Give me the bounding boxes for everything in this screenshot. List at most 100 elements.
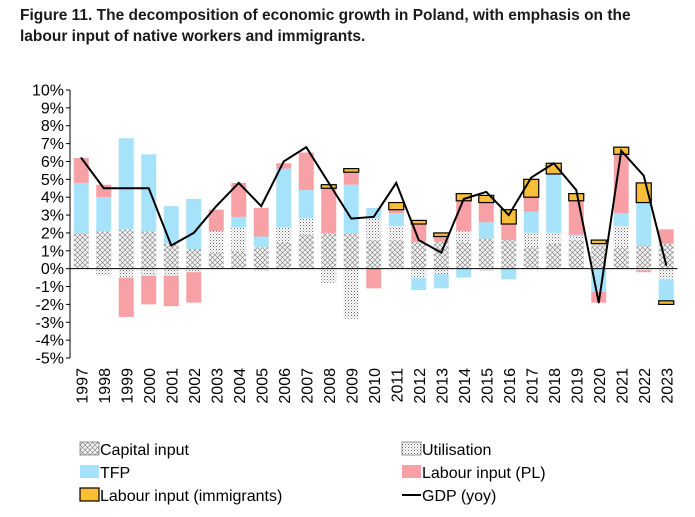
gdp-point-2003 — [215, 205, 218, 207]
bar-capital-input-2000 — [141, 231, 157, 269]
y-tick-label: -4% — [36, 333, 64, 350]
bar-capital-input-1997 — [73, 232, 89, 269]
gdp-point-2014 — [462, 198, 465, 200]
bar-tfp-2006 — [276, 168, 292, 228]
bar-capital-input-2016 — [501, 240, 517, 269]
bar-capital-input-2012 — [411, 241, 427, 269]
y-axis: -5%-4%-3%-2%-1%0%1%2%3%4%5%6%7%8%9%10% — [32, 83, 71, 368]
bar-utilisation-2020 — [591, 243, 607, 246]
bar-utilisation-2010 — [366, 218, 382, 241]
x-tick-label-2011: 2011 — [389, 368, 406, 403]
bar-tfp-2001 — [163, 206, 179, 244]
bar-labour-input-pl-2005 — [253, 207, 269, 237]
x-tick-label-2022: 2022 — [637, 368, 654, 404]
gdp-point-2016 — [507, 214, 510, 216]
bar-utilisation-2022 — [636, 268, 652, 271]
bar-labour-input-pl-2001 — [163, 275, 179, 307]
x-tick-label-2023: 2023 — [659, 368, 676, 404]
gdp-point-2021 — [620, 149, 623, 152]
gdp-point-2017 — [530, 176, 533, 179]
x-tick-label-2001: 2001 — [164, 368, 181, 404]
x-tick-label-2019: 2019 — [569, 368, 586, 404]
bar-labour-input-pl-1997 — [73, 157, 89, 183]
y-tick-label: 8% — [41, 118, 64, 135]
bar-labour-input-immigrants-2017 — [523, 178, 540, 198]
bar-tfp-2009 — [343, 184, 359, 233]
gdp-point-2018 — [552, 162, 555, 165]
bar-utilisation-2021 — [613, 225, 629, 248]
bar-labour-input-pl-2022 — [636, 270, 652, 273]
bar-utilisation-2015 — [478, 268, 494, 271]
gdp-point-2008 — [327, 182, 330, 184]
bar-tfp-2022 — [636, 202, 652, 246]
gdp-point-2011 — [395, 182, 398, 184]
x-tick-label-2006: 2006 — [277, 368, 294, 404]
bar-labour-input-pl-2006 — [276, 163, 292, 169]
bar-tfp-2023 — [658, 279, 674, 301]
bar-labour-input-immigrants-2020 — [590, 239, 607, 245]
y-tick-label: 9% — [41, 100, 64, 117]
gdp-point-2010 — [372, 216, 375, 218]
bar-labour-input-immigrants-2008 — [320, 184, 337, 189]
bar-tfp-2002 — [186, 198, 202, 250]
gdp-point-2001 — [170, 244, 173, 247]
bar-labour-input-pl-2009 — [343, 172, 359, 185]
gdp-point-1999 — [125, 187, 128, 190]
gdp-point-2020 — [597, 301, 600, 304]
bar-capital-input-2005 — [253, 247, 269, 269]
x-tick-label-1998: 1998 — [97, 368, 114, 404]
bar-utilisation-1999 — [118, 268, 134, 278]
x-tick-label-1997: 1997 — [74, 368, 91, 404]
gdp-point-2004 — [237, 182, 240, 184]
bar-labour-input-pl-2010 — [366, 268, 382, 289]
bar-capital-input-2015 — [478, 238, 494, 269]
legend-label-labour-input-pl: Labour input (PL) — [422, 465, 546, 482]
bar-utilisation-2014 — [456, 231, 472, 242]
x-tick-label-2020: 2020 — [592, 368, 609, 404]
x-tick-label-2018: 2018 — [547, 368, 564, 404]
y-tick-label: 1% — [41, 243, 64, 260]
bar-labour-input-pl-2011 — [388, 209, 404, 214]
bar-utilisation-2002 — [186, 268, 202, 273]
bar-capital-input-2013 — [433, 241, 449, 269]
legend-label-labour-input-immigrants: Labour input (immigrants) — [100, 488, 282, 505]
y-tick-label: 10% — [32, 83, 64, 100]
legend-swatch-utilisation — [401, 441, 422, 456]
legend: Capital input Utilisation TFP Labour input … — [79, 441, 546, 505]
bar-utilisation-2023 — [658, 268, 674, 280]
bar-capital-input-2003 — [208, 252, 224, 269]
bar-capital-input-2010 — [366, 240, 382, 269]
x-axis: 1997 1998 1999 2000 2001 2002 2003 2004 2005 2006… — [74, 368, 676, 404]
y-tick-label: 4% — [41, 190, 64, 207]
x-tick-label-2004: 2004 — [232, 368, 249, 404]
y-tick-label: 3% — [41, 208, 64, 225]
bar-tfp-2004 — [231, 216, 247, 228]
bar-capital-input-2021 — [613, 247, 629, 269]
bar-utilisation-2004 — [231, 227, 247, 251]
bar-utilisation-2013 — [433, 268, 449, 275]
bar-utilisation-2017 — [523, 232, 539, 248]
y-tick-label: 2% — [41, 225, 64, 242]
gdp-point-2015 — [485, 191, 488, 193]
bar-capital-input-1999 — [118, 229, 134, 269]
bar-labour-input-pl-2021 — [613, 154, 629, 214]
legend-swatch-tfp — [80, 465, 99, 478]
gdp-point-2019 — [575, 189, 578, 191]
y-tick-label: 6% — [41, 154, 64, 171]
bar-capital-input-2014 — [456, 241, 472, 269]
x-tick-label-2010: 2010 — [367, 368, 384, 404]
gdp-point-2023 — [665, 264, 668, 266]
x-tick-label-2009: 2009 — [344, 368, 361, 404]
x-tick-label-2007: 2007 — [299, 368, 316, 404]
bars — [73, 138, 675, 319]
bar-tfp-2015 — [478, 222, 494, 239]
bar-labour-input-immigrants-2012 — [410, 219, 427, 225]
bar-capital-input-2008 — [321, 232, 337, 269]
x-tick-label-2012: 2012 — [412, 368, 429, 404]
bar-labour-input-immigrants-2011 — [388, 201, 405, 211]
x-tick-label-2017: 2017 — [524, 368, 541, 404]
bar-labour-input-immigrants-2016 — [500, 209, 517, 225]
bar-capital-input-2001 — [163, 243, 179, 269]
bar-tfp-2005 — [253, 236, 269, 248]
